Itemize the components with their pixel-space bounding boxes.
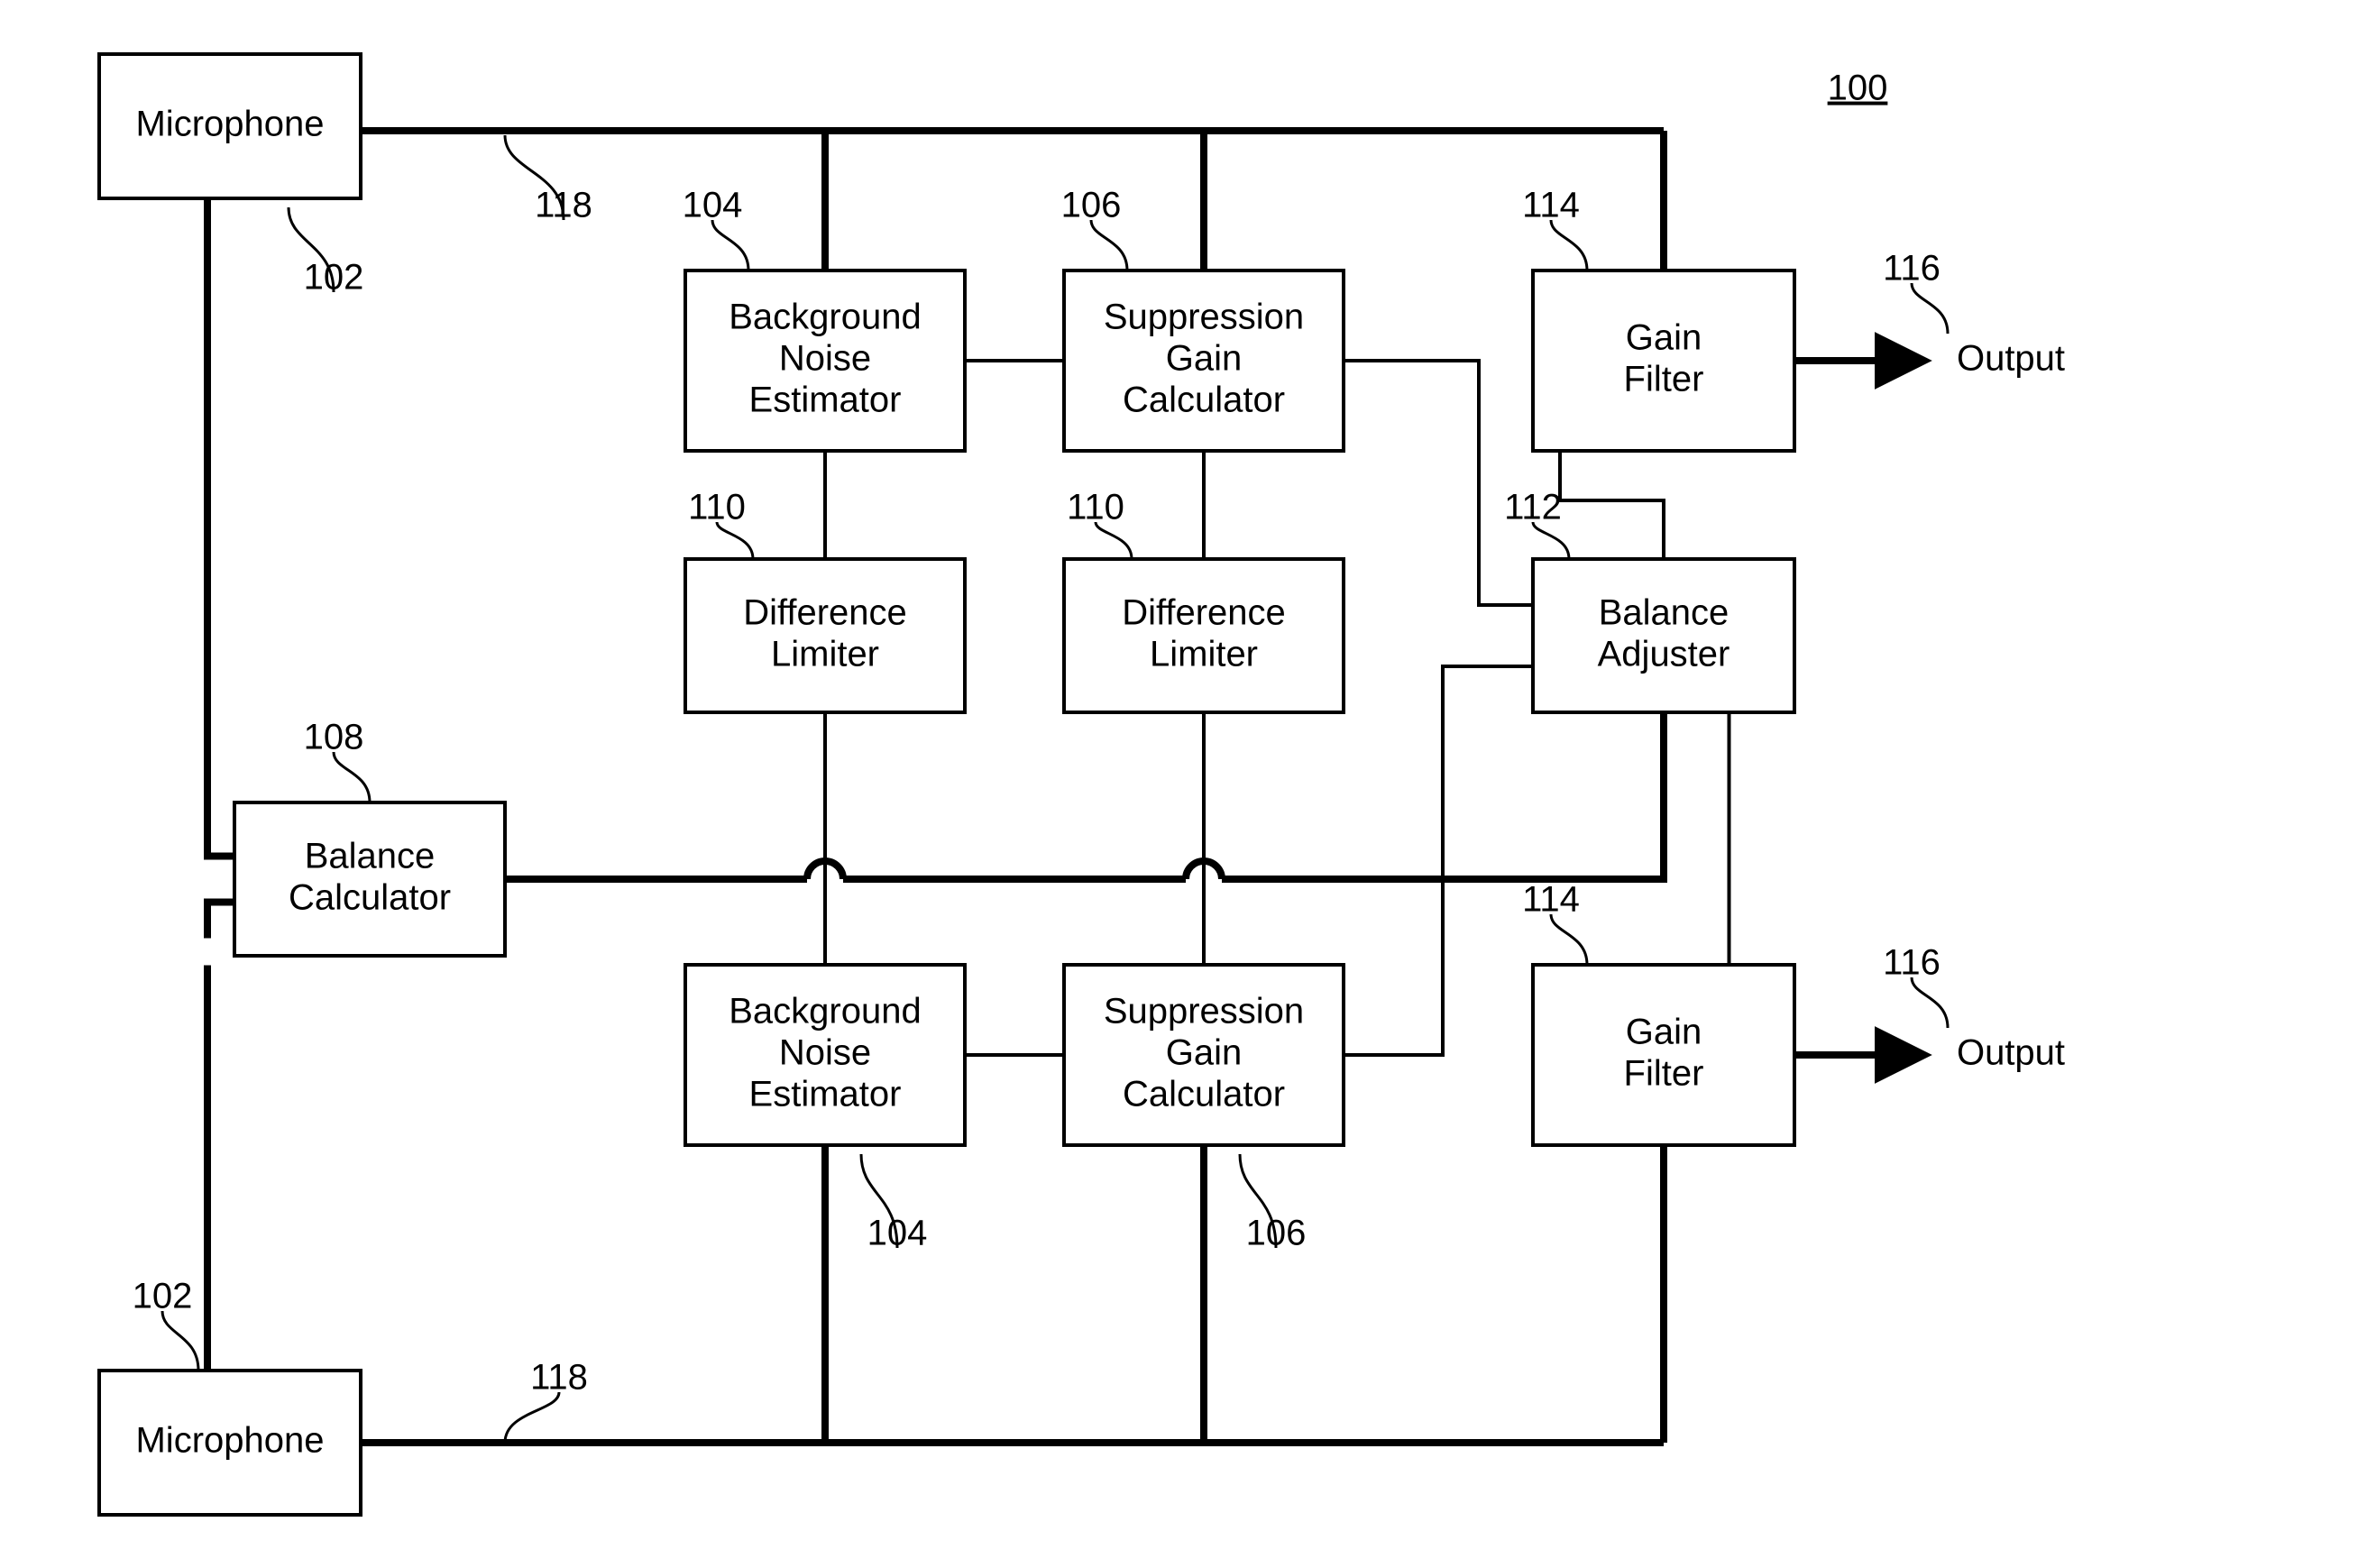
sgc_bot-label: Calculator	[1123, 1075, 1285, 1114]
gain_bot-label: Filter	[1624, 1054, 1704, 1094]
mic_top-label: Microphone	[135, 105, 324, 144]
ref-104-12: 104	[867, 1214, 928, 1253]
bal_adj-label: Adjuster	[1598, 635, 1730, 674]
ref-110-7: 110	[1067, 488, 1124, 527]
ref-116-15: 116	[1883, 943, 1941, 983]
ref-116-5: 116	[1883, 249, 1941, 289]
bne_bot-label: Background	[729, 992, 921, 1032]
gain_top-label: Gain	[1626, 318, 1702, 358]
ref-102-10: 102	[133, 1277, 193, 1316]
sgc_top-label: Gain	[1166, 339, 1243, 379]
output-label-top: Output	[1957, 339, 2065, 379]
ref-108-9: 108	[304, 718, 364, 757]
bal_adj-label: Balance	[1599, 593, 1730, 633]
bne_top-label: Noise	[779, 339, 871, 379]
bal_calc-label: Calculator	[289, 878, 451, 918]
output-label-bot: Output	[1957, 1033, 2065, 1073]
sgc_bot-label: Gain	[1166, 1033, 1243, 1073]
ref-114-14: 114	[1522, 880, 1580, 920]
sgc_top-label: Suppression	[1104, 298, 1304, 337]
ref-102-0: 102	[304, 258, 364, 298]
dl_left-label: Difference	[743, 593, 907, 633]
gain_top-label: Filter	[1624, 360, 1704, 399]
sgc_bot-label: Suppression	[1104, 992, 1304, 1032]
dl_left-label: Limiter	[771, 635, 879, 674]
sgc_top-label: Calculator	[1123, 381, 1285, 420]
dl_right-label: Limiter	[1150, 635, 1258, 674]
bne_top-label: Estimator	[749, 381, 902, 420]
bne_top-label: Background	[729, 298, 921, 337]
bne_bot-label: Noise	[779, 1033, 871, 1073]
ref-106-3: 106	[1061, 186, 1122, 225]
ref-118-11: 118	[530, 1358, 588, 1398]
gain_bot-label: Gain	[1626, 1013, 1702, 1052]
dl_right-label: Difference	[1122, 593, 1286, 633]
figure-ref-100: 100	[1828, 69, 1888, 108]
ref-110-6: 110	[688, 488, 746, 527]
ref-114-4: 114	[1522, 186, 1580, 225]
bal_calc-label: Balance	[305, 837, 436, 876]
ref-106-13: 106	[1246, 1214, 1307, 1253]
bne_bot-label: Estimator	[749, 1075, 902, 1114]
ref-118-1: 118	[535, 186, 592, 225]
ref-104-2: 104	[683, 186, 743, 225]
mic_bot-label: Microphone	[135, 1421, 324, 1461]
ref-112-8: 112	[1504, 488, 1562, 527]
